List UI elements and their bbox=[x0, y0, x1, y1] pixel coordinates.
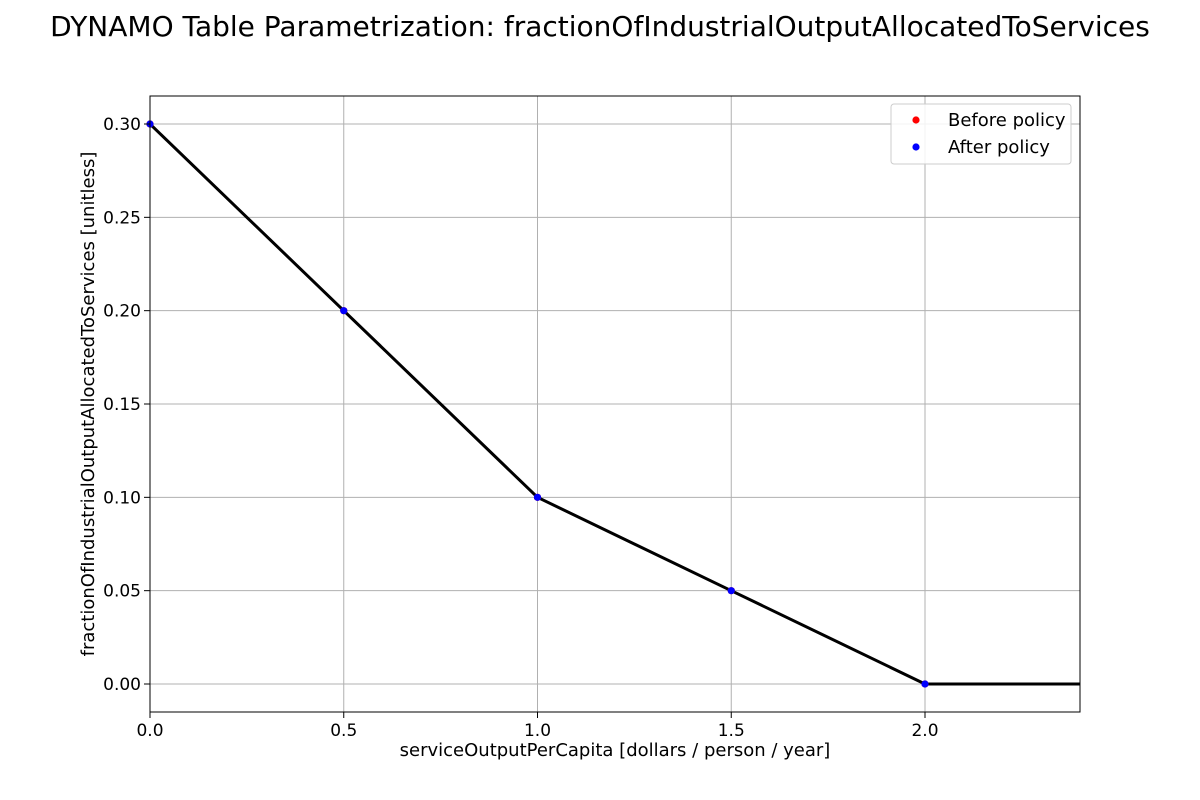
y-tick-label: 0.30 bbox=[103, 115, 141, 135]
y-tick-label: 0.05 bbox=[103, 582, 141, 602]
x-tick-label: 1.5 bbox=[718, 721, 745, 741]
legend-label: Before policy bbox=[948, 110, 1066, 131]
curve-layer bbox=[148, 122, 1080, 686]
y-tick-label: 0.00 bbox=[103, 675, 141, 695]
y-tick-label: 0.25 bbox=[103, 208, 141, 228]
legend-label: After policy bbox=[948, 137, 1050, 158]
x-axis: 0.0 0.5 1.0 1.5 2.0 bbox=[136, 712, 939, 741]
grid bbox=[149, 96, 1080, 712]
data-point-after bbox=[533, 493, 542, 501]
y-axis-label: fractionOfIndustrialOutputAllocatedToSer… bbox=[78, 152, 99, 657]
x-tick-label: 0.5 bbox=[330, 721, 357, 741]
y-tick-label: 0.10 bbox=[103, 488, 141, 508]
data-point-after bbox=[340, 307, 348, 315]
legend: Before policy After policy bbox=[890, 103, 1072, 165]
legend-box bbox=[890, 103, 1072, 165]
x-tick-label: 1.0 bbox=[524, 721, 551, 741]
y-axis: 0.00 0.05 0.10 0.15 0.20 0.25 0.30 bbox=[103, 115, 150, 695]
chart-title: DYNAMO Table Parametrization: fractionOf… bbox=[50, 10, 1150, 43]
y-tick-label: 0.20 bbox=[103, 302, 141, 322]
x-axis-label: serviceOutputPerCapita [dollars / person… bbox=[400, 740, 831, 761]
legend-marker bbox=[912, 116, 920, 124]
x-tick-label: 0.0 bbox=[136, 721, 163, 741]
legend-marker bbox=[912, 143, 920, 151]
table-curve bbox=[148, 122, 1080, 686]
data-point-after bbox=[727, 587, 735, 595]
y-tick-label: 0.15 bbox=[103, 395, 141, 415]
x-tick-label: 2.0 bbox=[911, 721, 938, 741]
data-point-after bbox=[921, 680, 929, 688]
